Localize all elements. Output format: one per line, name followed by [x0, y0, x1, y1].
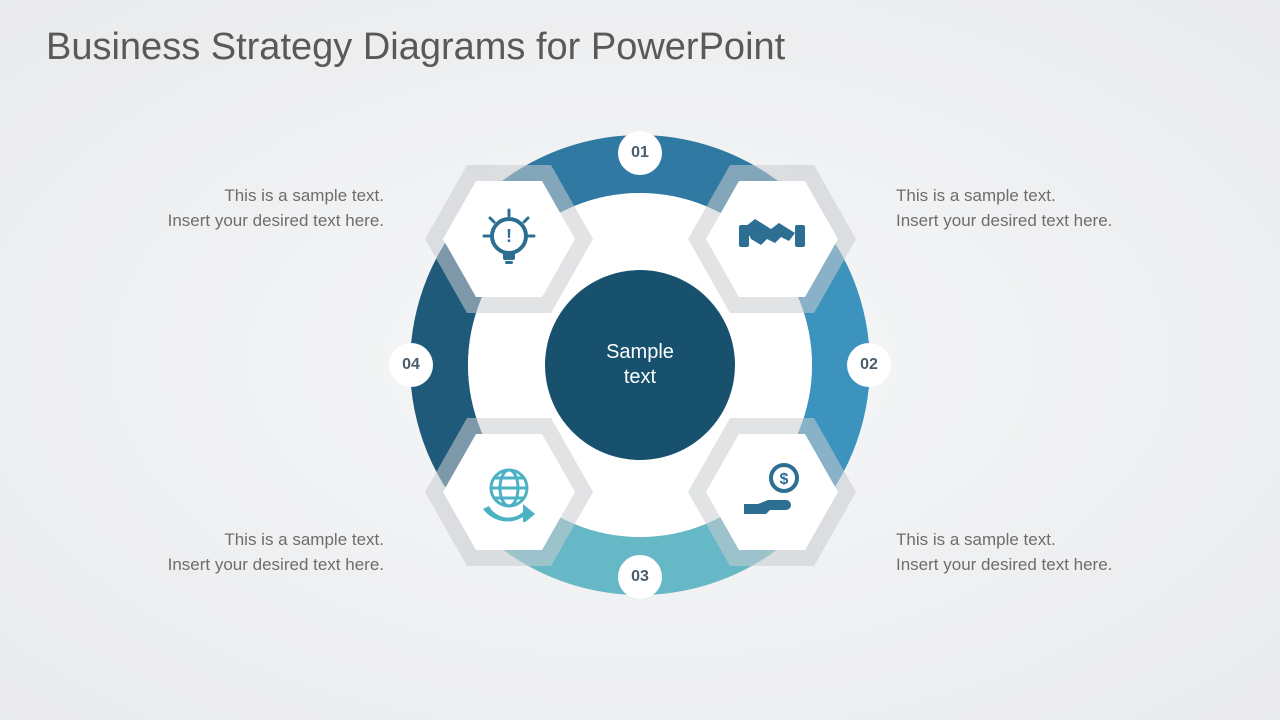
hex-br: $ [688, 418, 856, 566]
caption-tl: This is a sample text. Insert your desir… [168, 184, 384, 233]
center-text: Sample text [606, 340, 674, 390]
caption-bl: This is a sample text. Insert your desir… [168, 528, 384, 577]
hex-tl: ! [425, 165, 593, 313]
caption-tl-line2: Insert your desired text here. [168, 211, 384, 230]
globe-arrow-icon [479, 462, 539, 522]
badge-top-text: 01 [631, 144, 649, 162]
caption-tr-line1: This is a sample text. [896, 186, 1056, 205]
handshake-icon [739, 215, 805, 263]
caption-bl-line1: This is a sample text. [224, 530, 384, 549]
slide-title: Business Strategy Diagrams for PowerPoin… [46, 26, 785, 69]
caption-bl-line2: Insert your desired text here. [168, 555, 384, 574]
caption-br: This is a sample text. Insert your desir… [896, 528, 1112, 577]
caption-br-line2: Insert your desired text here. [896, 555, 1112, 574]
caption-tr-line2: Insert your desired text here. [896, 211, 1112, 230]
hex-bl [425, 418, 593, 566]
svg-text:!: ! [506, 226, 512, 246]
svg-text:$: $ [780, 471, 789, 488]
badge-bottom-text: 03 [631, 568, 649, 586]
hex-tr [688, 165, 856, 313]
badge-right: 02 [847, 343, 891, 387]
lightbulb-icon: ! [480, 208, 538, 270]
caption-br-line1: This is a sample text. [896, 530, 1056, 549]
badge-bottom: 03 [618, 555, 662, 599]
badge-left-text: 04 [402, 356, 420, 374]
caption-tl-line1: This is a sample text. [224, 186, 384, 205]
badge-left: 04 [389, 343, 433, 387]
badge-right-text: 02 [860, 356, 878, 374]
caption-tr: This is a sample text. Insert your desir… [896, 184, 1112, 233]
hand-coin-icon: $ [740, 462, 804, 522]
badge-top: 01 [618, 131, 662, 175]
